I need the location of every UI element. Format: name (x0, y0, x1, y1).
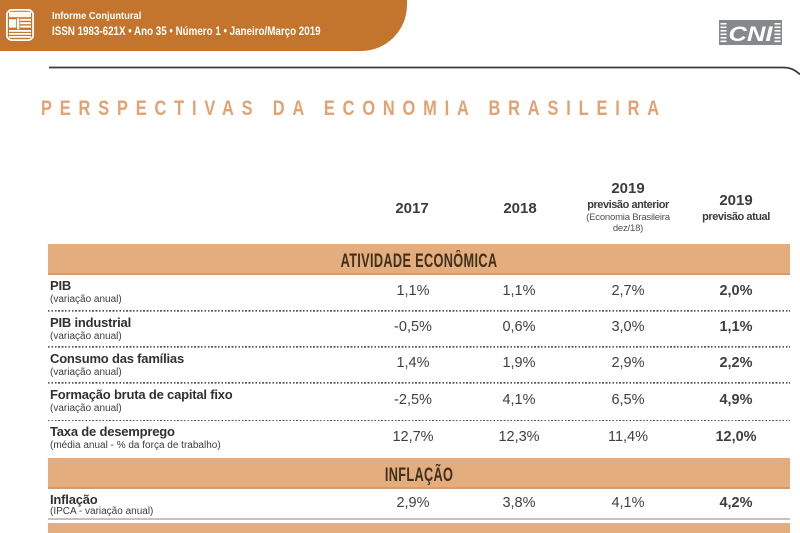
svg-text:CNI: CNI (729, 23, 774, 45)
